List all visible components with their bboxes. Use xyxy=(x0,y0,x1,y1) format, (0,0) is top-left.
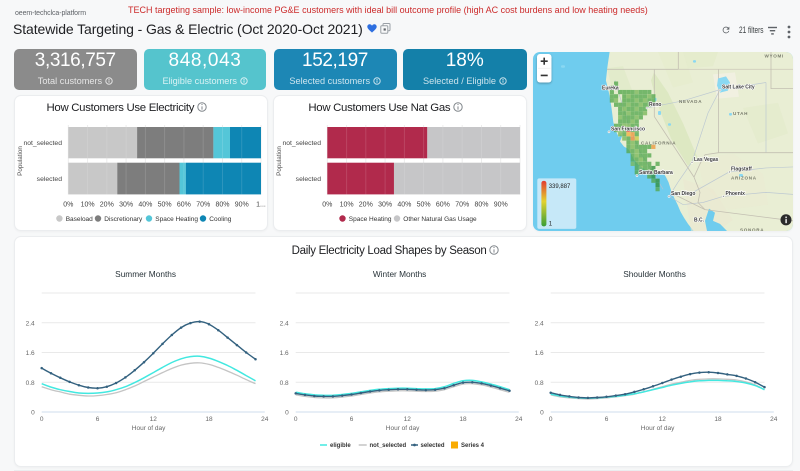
svg-text:6: 6 xyxy=(350,416,354,423)
svg-text:Series 4: Series 4 xyxy=(461,443,485,449)
svg-text:50%: 50% xyxy=(417,202,431,209)
svg-text:Flagstaff: Flagstaff xyxy=(731,166,752,172)
svg-text:80%: 80% xyxy=(215,202,229,209)
svg-text:ARIZONA: ARIZONA xyxy=(731,176,757,181)
svg-text:0.8: 0.8 xyxy=(535,380,544,387)
svg-text:selected: selected xyxy=(296,176,322,183)
svg-text:0: 0 xyxy=(549,416,553,423)
svg-text:1.6: 1.6 xyxy=(280,350,289,357)
svg-text:24: 24 xyxy=(770,416,778,423)
svg-text:24: 24 xyxy=(515,416,523,423)
svg-text:Las Vegas: Las Vegas xyxy=(694,157,719,163)
svg-text:0: 0 xyxy=(540,410,544,417)
svg-text:Phoenix: Phoenix xyxy=(726,191,746,197)
svg-text:50%: 50% xyxy=(158,202,172,209)
svg-text:Santa Barbara: Santa Barbara xyxy=(639,170,673,176)
svg-text:0.8: 0.8 xyxy=(26,380,35,387)
svg-text:0.8: 0.8 xyxy=(280,380,289,387)
svg-text:SONORA: SONORA xyxy=(740,227,764,231)
svg-text:WYOMI: WYOMI xyxy=(765,54,785,59)
svg-text:10%: 10% xyxy=(81,202,95,209)
svg-text:1: 1 xyxy=(549,221,553,227)
svg-text:18: 18 xyxy=(205,416,213,423)
svg-text:40%: 40% xyxy=(397,202,411,209)
svg-text:not_selected: not_selected xyxy=(282,140,321,147)
svg-text:40%: 40% xyxy=(138,202,152,209)
svg-text:0%: 0% xyxy=(322,202,332,209)
svg-text:not_selected: not_selected xyxy=(370,443,407,449)
svg-text:selected: selected xyxy=(421,443,445,449)
svg-text:6: 6 xyxy=(96,416,100,423)
svg-text:18: 18 xyxy=(459,416,467,423)
svg-text:Shoulder Months: Shoulder Months xyxy=(623,269,686,279)
svg-text:CALIFORNIA: CALIFORNIA xyxy=(641,141,676,146)
svg-text:Space Heating: Space Heating xyxy=(349,216,392,223)
svg-text:1...: 1... xyxy=(256,202,266,209)
svg-text:70%: 70% xyxy=(455,202,469,209)
svg-text:Reno: Reno xyxy=(649,102,661,108)
svg-text:Salt Lake City: Salt Lake City xyxy=(722,85,755,91)
svg-text:NEVADA: NEVADA xyxy=(679,99,702,104)
svg-text:10%: 10% xyxy=(340,202,354,209)
svg-text:Winter Months: Winter Months xyxy=(373,269,426,279)
svg-text:12: 12 xyxy=(404,416,412,423)
svg-text:Hour of day: Hour of day xyxy=(386,425,420,432)
svg-text:Space Heating: Space Heating xyxy=(155,216,198,223)
svg-text:20%: 20% xyxy=(100,202,114,209)
svg-text:Population: Population xyxy=(17,146,24,176)
svg-text:12: 12 xyxy=(659,416,667,423)
svg-text:0: 0 xyxy=(31,410,35,417)
svg-text:San Diego: San Diego xyxy=(671,191,695,197)
svg-text:Baseload: Baseload xyxy=(66,216,93,223)
svg-text:24: 24 xyxy=(261,416,269,423)
svg-text:18: 18 xyxy=(714,416,722,423)
svg-text:Cooling: Cooling xyxy=(209,216,231,223)
svg-text:30%: 30% xyxy=(378,202,392,209)
svg-text:2.4: 2.4 xyxy=(535,320,544,327)
svg-text:20%: 20% xyxy=(359,202,373,209)
svg-text:UTAH: UTAH xyxy=(733,111,748,116)
svg-text:0: 0 xyxy=(285,410,289,417)
svg-text:90%: 90% xyxy=(235,202,249,209)
svg-text:Discretionary: Discretionary xyxy=(104,216,143,223)
svg-text:1.6: 1.6 xyxy=(535,350,544,357)
svg-text:0: 0 xyxy=(294,416,298,423)
svg-text:70%: 70% xyxy=(196,202,210,209)
svg-text:2.4: 2.4 xyxy=(280,320,289,327)
svg-text:90%: 90% xyxy=(494,202,508,209)
svg-text:Other Natural Gas Usage: Other Natural Gas Usage xyxy=(403,216,477,223)
svg-text:San Francisco: San Francisco xyxy=(611,126,645,132)
svg-text:1.6: 1.6 xyxy=(26,350,35,357)
svg-text:Eureka: Eureka xyxy=(602,86,619,92)
svg-text:60%: 60% xyxy=(177,202,191,209)
svg-text:0: 0 xyxy=(40,416,44,423)
svg-text:12: 12 xyxy=(150,416,158,423)
svg-text:2.4: 2.4 xyxy=(26,320,35,327)
svg-text:30%: 30% xyxy=(119,202,133,209)
svg-text:eligible: eligible xyxy=(330,443,351,449)
svg-text:not_selected: not_selected xyxy=(23,140,62,147)
svg-text:80%: 80% xyxy=(474,202,488,209)
svg-text:B.C.: B.C. xyxy=(694,217,705,223)
svg-text:60%: 60% xyxy=(436,202,450,209)
svg-text:0%: 0% xyxy=(63,202,73,209)
svg-text:Population: Population xyxy=(276,146,283,176)
svg-text:selected: selected xyxy=(37,176,63,183)
svg-text:339,887: 339,887 xyxy=(549,184,571,190)
svg-text:6: 6 xyxy=(605,416,609,423)
svg-text:Hour of day: Hour of day xyxy=(641,425,675,432)
svg-text:Hour of day: Hour of day xyxy=(132,425,166,432)
svg-text:Summer Months: Summer Months xyxy=(115,269,176,279)
